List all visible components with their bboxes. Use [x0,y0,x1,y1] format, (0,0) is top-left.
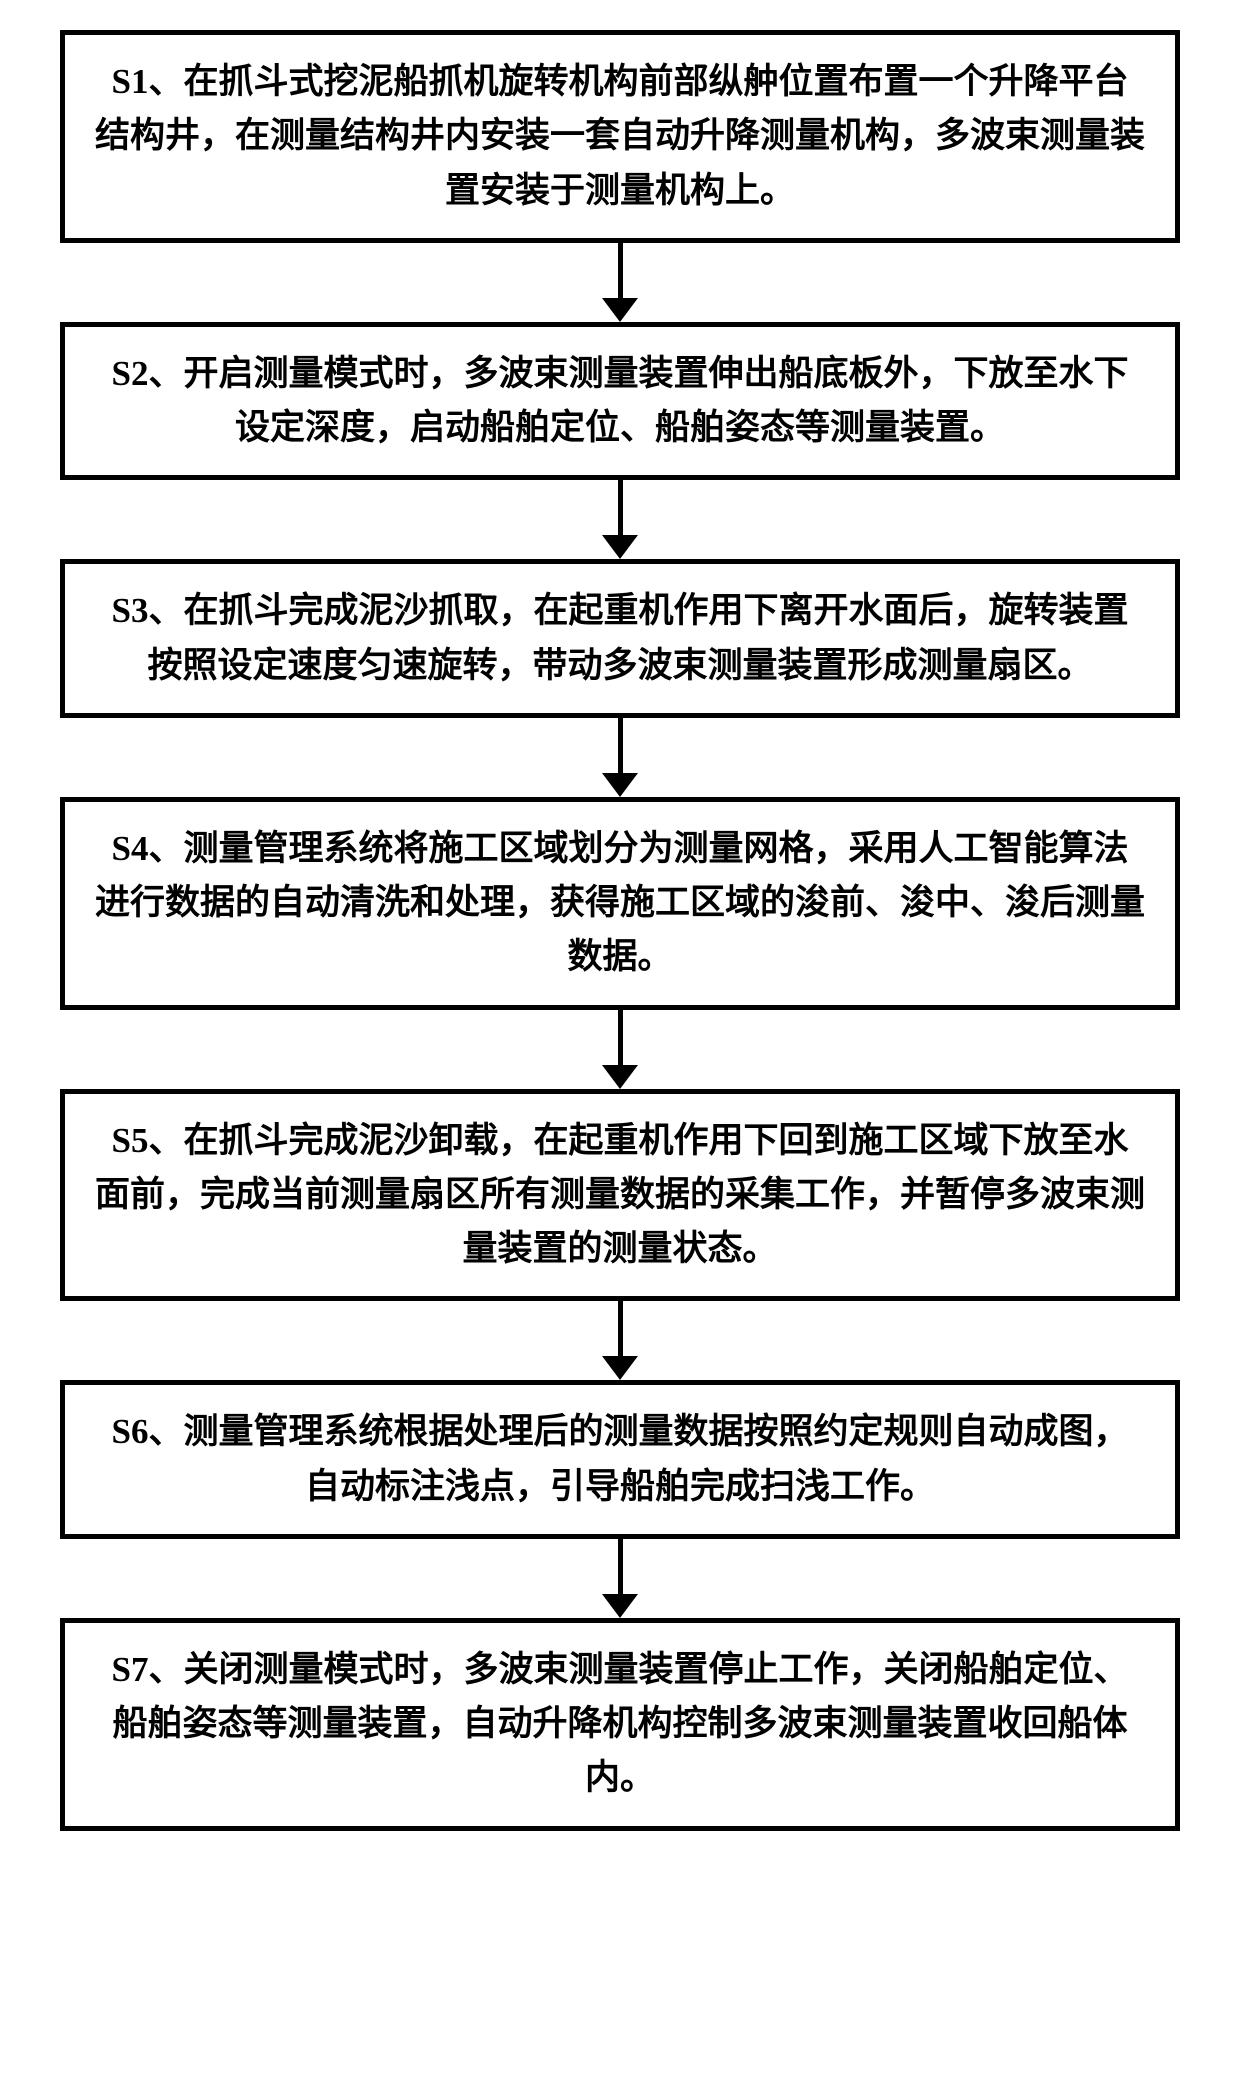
arrow-head-icon [602,535,638,559]
step-box-s5: S5、在抓斗完成泥沙卸载，在起重机作用下回到施工区域下放至水面前，完成当前测量扇… [60,1089,1180,1302]
arrow-line [618,1010,623,1065]
arrow-head-icon [602,1356,638,1380]
arrow-s5-s6 [602,1301,638,1380]
arrow-s4-s5 [602,1010,638,1089]
step-text-s1: S1、在抓斗式挖泥船抓机旋转机构前部纵舯位置布置一个升降平台结构井，在测量结构井… [65,35,1175,238]
step-box-s6: S6、测量管理系统根据处理后的测量数据按照约定规则自动成图，自动标注浅点，引导船… [60,1380,1180,1539]
step-text-s7: S7、关闭测量模式时，多波束测量装置停止工作，关闭船舶定位、船舶姿态等测量装置，… [65,1623,1175,1826]
arrow-line [618,480,623,535]
arrow-line [618,1301,623,1356]
step-box-s1: S1、在抓斗式挖泥船抓机旋转机构前部纵舯位置布置一个升降平台结构井，在测量结构井… [60,30,1180,243]
arrow-line [618,1539,623,1594]
arrow-s6-s7 [602,1539,638,1618]
step-box-s4: S4、测量管理系统将施工区域划分为测量网格，采用人工智能算法进行数据的自动清洗和… [60,797,1180,1010]
arrow-head-icon [602,298,638,322]
arrow-head-icon [602,773,638,797]
step-text-s4: S4、测量管理系统将施工区域划分为测量网格，采用人工智能算法进行数据的自动清洗和… [65,802,1175,1005]
step-box-s3: S3、在抓斗完成泥沙抓取，在起重机作用下离开水面后，旋转装置按照设定速度匀速旋转… [60,559,1180,718]
arrow-head-icon [602,1065,638,1089]
step-text-s6: S6、测量管理系统根据处理后的测量数据按照约定规则自动成图，自动标注浅点，引导船… [65,1385,1175,1534]
arrow-head-icon [602,1594,638,1618]
flowchart-container: S1、在抓斗式挖泥船抓机旋转机构前部纵舯位置布置一个升降平台结构井，在测量结构井… [60,30,1180,1831]
step-box-s7: S7、关闭测量模式时，多波束测量装置停止工作，关闭船舶定位、船舶姿态等测量装置，… [60,1618,1180,1831]
arrow-line [618,243,623,298]
step-box-s2: S2、开启测量模式时，多波束测量装置伸出船底板外，下放至水下设定深度，启动船舶定… [60,322,1180,481]
step-text-s3: S3、在抓斗完成泥沙抓取，在起重机作用下离开水面后，旋转装置按照设定速度匀速旋转… [65,564,1175,713]
arrow-s2-s3 [602,480,638,559]
step-text-s5: S5、在抓斗完成泥沙卸载，在起重机作用下回到施工区域下放至水面前，完成当前测量扇… [65,1094,1175,1297]
arrow-s1-s2 [602,243,638,322]
arrow-s3-s4 [602,718,638,797]
step-text-s2: S2、开启测量模式时，多波束测量装置伸出船底板外，下放至水下设定深度，启动船舶定… [65,327,1175,476]
arrow-line [618,718,623,773]
